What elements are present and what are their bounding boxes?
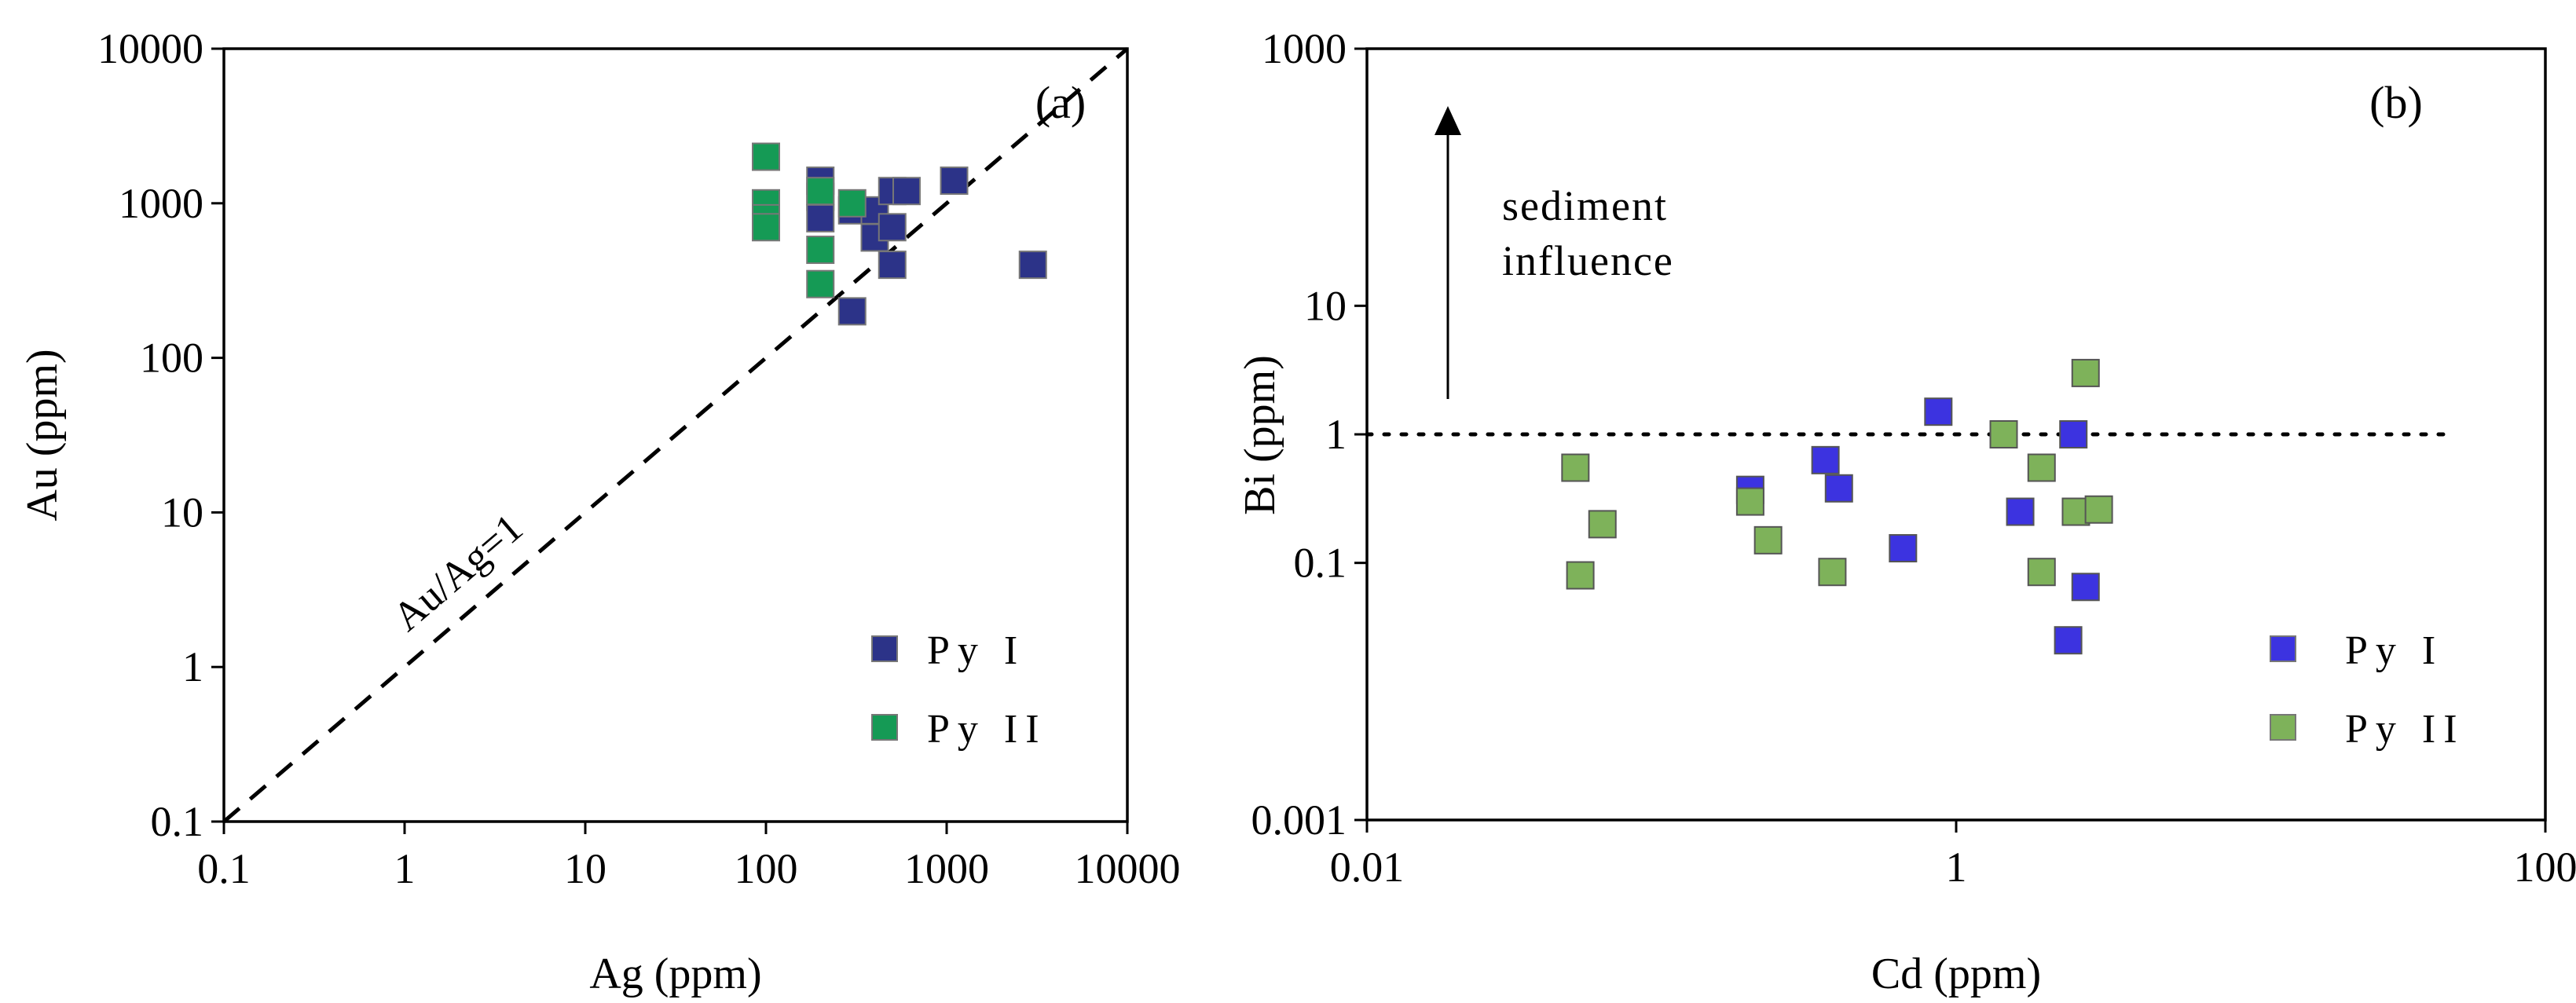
legend-label-py-i: Py I bbox=[927, 628, 1025, 673]
data-point-py-ii bbox=[806, 236, 835, 265]
data-point-py-ii bbox=[2027, 558, 2056, 587]
data-point-py-ii bbox=[1588, 510, 1617, 539]
data-point-py-i bbox=[940, 167, 969, 196]
up-arrow-icon bbox=[1435, 106, 1461, 135]
data-point-py-ii bbox=[2071, 358, 2100, 387]
data-point-py-ii bbox=[1753, 525, 1783, 555]
annotation-line2: influence bbox=[1502, 237, 1674, 284]
reference-line-a bbox=[222, 47, 1129, 823]
x-tick-label: 10 bbox=[564, 845, 606, 892]
data-point-py-i bbox=[2054, 626, 2083, 655]
data-point-py-ii bbox=[806, 269, 835, 298]
x-tick-label: 0.1 bbox=[197, 845, 251, 892]
axis-ticks-a bbox=[211, 47, 1129, 834]
data-point-py-ii bbox=[1818, 558, 1847, 587]
x-tick-label: 100 bbox=[735, 845, 798, 892]
panel-b: 0.01 1 100 0.001 0.1 1 10 1000 (b) sediment inf… bbox=[1236, 25, 2576, 998]
y-tick-label: 0.1 bbox=[1294, 540, 1347, 587]
y-tick-label: 0.001 bbox=[1251, 796, 1347, 844]
axis-ticks-b bbox=[1354, 47, 2547, 833]
sediment-arrow bbox=[1435, 106, 1461, 399]
x-tick-label: 10000 bbox=[1075, 845, 1181, 892]
data-point-py-ii bbox=[2084, 495, 2113, 524]
y-tick-label: 1 bbox=[1325, 411, 1347, 458]
y-tick-label: 0.1 bbox=[151, 798, 204, 845]
data-point-py-ii bbox=[1566, 561, 1595, 590]
plot-frame-a bbox=[222, 47, 1129, 823]
data-point-py-ii bbox=[1989, 420, 2018, 448]
data-points-b bbox=[1561, 358, 2113, 655]
y-tick-label: 100 bbox=[140, 335, 203, 382]
legend-label-py-i-b: Py I bbox=[2345, 628, 2443, 673]
legend-label-py-ii: Py II bbox=[927, 707, 1047, 752]
y-tick-label: 10000 bbox=[97, 25, 203, 72]
data-point-py-ii bbox=[806, 177, 835, 206]
y-axis-label-b: Bi (ppm) bbox=[1236, 355, 1284, 515]
legend-marker-py-i bbox=[871, 635, 898, 662]
legend-marker-py-ii-b bbox=[2270, 714, 2296, 741]
data-point-py-ii bbox=[1735, 487, 1764, 516]
data-point-py-i bbox=[806, 203, 835, 232]
data-point-py-ii bbox=[752, 213, 780, 242]
x-tick-label: 1 bbox=[1946, 844, 1967, 891]
data-point-py-i bbox=[2006, 497, 2035, 526]
data-point-py-i bbox=[892, 177, 921, 206]
x-tick-label: 100 bbox=[2514, 844, 2576, 891]
x-tick-label: 1000 bbox=[904, 845, 989, 892]
reference-line-label-a: Au/Ag=1 bbox=[385, 506, 532, 640]
y-axis-label-a: Au (ppm) bbox=[18, 349, 67, 521]
x-tick-label: 0.01 bbox=[1330, 844, 1405, 891]
tick-labels-b: 0.01 1 100 0.001 0.1 1 10 1000 bbox=[1251, 25, 2576, 891]
data-point-py-i bbox=[2071, 573, 2100, 602]
y-tick-label: 1 bbox=[182, 643, 203, 690]
data-point-py-i bbox=[878, 213, 907, 242]
data-point-py-ii bbox=[1561, 453, 1590, 482]
legend-label-py-ii-b: Py II bbox=[2345, 707, 2465, 752]
x-axis-label-a: Ag (ppm) bbox=[589, 950, 761, 998]
annotation-line1: sediment bbox=[1502, 182, 1668, 229]
data-points-a bbox=[752, 142, 1047, 326]
tick-labels-a: 0.1 1 10 100 1000 10000 0.1 1 10 100 1000 10000 bbox=[97, 25, 1181, 892]
data-point-py-i bbox=[1018, 251, 1047, 280]
data-point-py-i bbox=[1889, 534, 1918, 563]
data-point-py-i bbox=[1924, 397, 1953, 426]
x-axis-label-b: Cd (ppm) bbox=[1871, 950, 2041, 998]
data-point-py-i bbox=[878, 251, 907, 280]
y-tick-label: 1000 bbox=[119, 180, 203, 227]
data-point-py-i bbox=[2059, 420, 2088, 448]
y-tick-label: 1000 bbox=[1262, 25, 1347, 72]
legend-b: Py I Py II bbox=[2270, 628, 2465, 752]
data-point-py-i bbox=[1824, 474, 1853, 503]
data-point-py-ii bbox=[837, 189, 867, 218]
panel-a: 0.1 1 10 100 1000 10000 0.1 1 10 100 1000 10000 Au/… bbox=[18, 25, 1181, 998]
panel-label-a: (a) bbox=[1035, 77, 1086, 128]
y-tick-label: 10 bbox=[1304, 282, 1347, 329]
data-point-py-i bbox=[837, 297, 867, 326]
data-point-py-ii bbox=[2027, 453, 2056, 482]
legend-a: Py I Py II bbox=[871, 628, 1047, 752]
x-tick-label: 1 bbox=[394, 845, 416, 892]
data-point-py-ii bbox=[752, 142, 780, 171]
panel-label-b: (b) bbox=[2369, 77, 2423, 128]
y-tick-label: 10 bbox=[161, 489, 203, 536]
legend-marker-py-ii bbox=[871, 714, 898, 741]
legend-marker-py-i-b bbox=[2270, 635, 2296, 662]
data-point-py-i bbox=[1811, 445, 1840, 474]
